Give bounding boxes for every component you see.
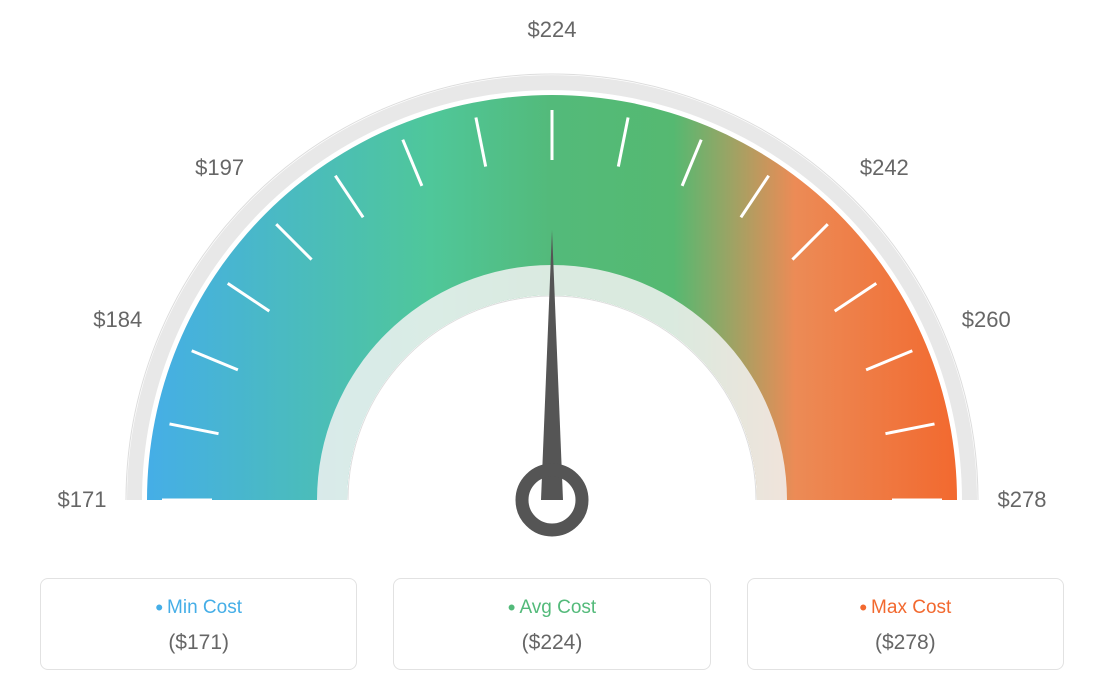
gauge-tick-label: $171	[58, 487, 107, 513]
legend-value: ($224)	[394, 631, 709, 655]
gauge-svg	[0, 0, 1104, 560]
gauge-tick-label: $197	[195, 155, 244, 181]
gauge-tick-label: $184	[93, 307, 142, 333]
gauge-tick-label: $278	[998, 487, 1047, 513]
legend-label: •Max Cost	[748, 595, 1063, 621]
legend-label: •Avg Cost	[394, 595, 709, 621]
legend-label-text: Max Cost	[871, 597, 951, 618]
dot-icon: •	[859, 595, 867, 620]
legend-label: •Min Cost	[41, 595, 356, 621]
legend-value: ($171)	[41, 631, 356, 655]
legend-value: ($278)	[748, 631, 1063, 655]
gauge-tick-label: $224	[528, 17, 577, 43]
legend-label-text: Avg Cost	[519, 597, 596, 618]
legend-card-avg: •Avg Cost ($224)	[393, 578, 710, 670]
dot-icon: •	[155, 595, 163, 620]
legend-card-max: •Max Cost ($278)	[747, 578, 1064, 670]
dot-icon: •	[508, 595, 516, 620]
legend-card-min: •Min Cost ($171)	[40, 578, 357, 670]
gauge-tick-label: $260	[962, 307, 1011, 333]
legend-row: •Min Cost($171)•Avg Cost($224)•Max Cost(…	[0, 578, 1104, 670]
gauge-tick-label: $242	[860, 155, 909, 181]
gauge-chart: $171 $184 $197 $224 $242 $260 $278	[0, 0, 1104, 560]
legend-label-text: Min Cost	[167, 597, 242, 618]
